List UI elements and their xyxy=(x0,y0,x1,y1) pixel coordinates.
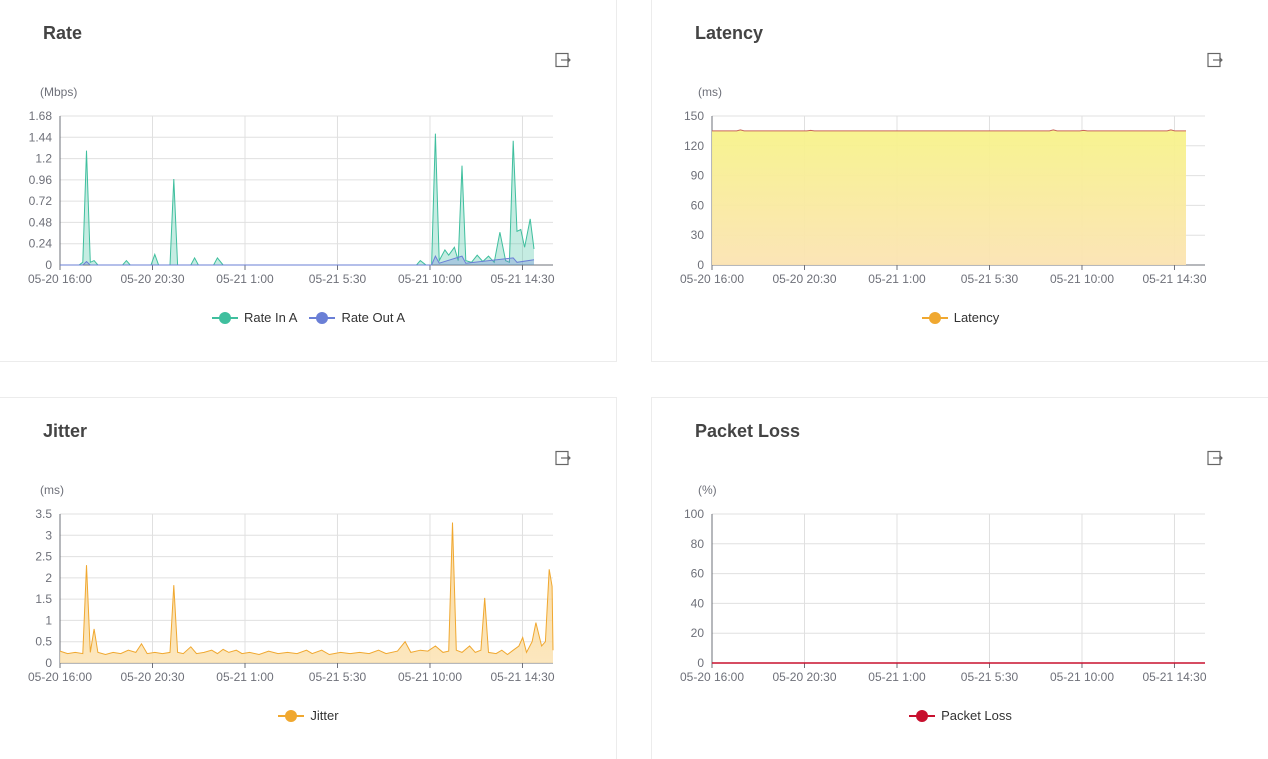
x-tick-label: 05-21 5:30 xyxy=(309,670,367,684)
latency-title: Latency xyxy=(695,23,764,43)
y-tick-label: 100 xyxy=(684,507,704,521)
x-tick-label: 05-20 20:30 xyxy=(772,272,836,286)
y-tick-label: 3.5 xyxy=(35,507,52,521)
y-tick-label: 1.5 xyxy=(35,592,52,606)
latency-area xyxy=(712,129,1186,265)
y-tick-label: 30 xyxy=(691,228,705,242)
rate-legend: Rate In A Rate Out A xyxy=(0,310,617,327)
x-tick-label: 05-21 14:30 xyxy=(1142,272,1206,286)
y-tick-label: 150 xyxy=(684,109,704,123)
x-tick-label: 05-21 1:00 xyxy=(868,272,926,286)
x-tick-label: 05-21 1:00 xyxy=(216,670,274,684)
x-tick-label: 05-21 10:00 xyxy=(1050,272,1114,286)
legend-marker-icon xyxy=(309,311,336,324)
x-tick-label: 05-20 16:00 xyxy=(28,272,92,286)
rate-chart: (Mbps) 0 0.24 0.48 0.72 0.96 1.2 1.44 1.68 05-20 … xyxy=(28,85,555,286)
y-unit-label: (ms) xyxy=(698,85,722,99)
jitter-chart: (ms) 0 0.5 1 1.5 2 2.5 3 3.5 05-20 16:00 05-20 20:… xyxy=(28,483,555,684)
y-tick-label: 60 xyxy=(691,567,705,581)
latency-chart: (ms) 0 30 60 90 120 150 05-20 16:00 05-20 20:30 0… xyxy=(680,85,1207,286)
x-tick-label: 05-21 10:00 xyxy=(1050,670,1114,684)
y-tick-label: 20 xyxy=(691,626,705,640)
x-tick-label: 05-20 20:30 xyxy=(120,670,184,684)
packet-loss-panel: (%) 0 20 40 60 80 100 05-20 16:00 05-20 20:30 05-… xyxy=(651,397,1268,759)
x-tick-label: 05-21 1:00 xyxy=(216,272,274,286)
legend-label: Rate In A xyxy=(243,310,298,325)
x-tick-label: 05-21 14:30 xyxy=(490,272,554,286)
latency-panel: (ms) 0 30 60 90 120 150 05-20 16:00 05-20 20:30 0… xyxy=(651,0,1268,362)
rate-in-a-line[interactable] xyxy=(60,133,535,266)
y-tick-label: 90 xyxy=(691,169,705,183)
y-tick-label: 0 xyxy=(45,656,52,670)
x-tick-label: 05-21 14:30 xyxy=(1142,670,1206,684)
y-tick-label: 1 xyxy=(45,613,52,627)
legend-item-jitter[interactable]: Jitter xyxy=(278,708,339,723)
x-tick-label: 05-20 20:30 xyxy=(772,670,836,684)
export-icon[interactable] xyxy=(555,450,571,466)
rate-panel: (Mbps) 0 0.24 0.48 0.72 0.96 1.2 1.44 1.68 05-20 … xyxy=(0,0,617,362)
y-tick-label: 120 xyxy=(684,139,704,153)
y-tick-label: 0.24 xyxy=(29,237,53,251)
x-tick-label: 05-21 5:30 xyxy=(309,272,367,286)
y-tick-label: 0 xyxy=(45,258,52,272)
y-tick-label: 80 xyxy=(691,537,705,551)
latency-legend: Latency xyxy=(652,310,1268,327)
x-tick-label: 05-21 10:00 xyxy=(398,670,462,684)
rate-out-a-line[interactable] xyxy=(60,254,535,266)
y-tick-label: 60 xyxy=(691,198,705,212)
legend-item-rate-in-a[interactable]: Rate In A xyxy=(211,310,298,325)
y-tick-label: 1.68 xyxy=(29,109,53,123)
y-tick-label: 2 xyxy=(45,571,52,585)
legend-label: Jitter xyxy=(310,708,339,723)
y-tick-label: 1.2 xyxy=(35,152,52,166)
legend-item-latency[interactable]: Latency xyxy=(921,310,1000,325)
y-tick-label: 0 xyxy=(697,258,704,272)
rate-title: Rate xyxy=(43,23,83,43)
export-icon[interactable] xyxy=(555,52,571,68)
export-icon[interactable] xyxy=(1207,52,1223,68)
jitter-title: Jitter xyxy=(43,421,88,441)
x-tick-label: 05-20 16:00 xyxy=(680,670,744,684)
legend-label: Packet Loss xyxy=(941,708,1012,723)
x-tick-label: 05-20 20:30 xyxy=(120,272,184,286)
legend-label: Rate Out A xyxy=(341,310,406,325)
latency-line[interactable] xyxy=(712,129,1186,132)
legend-item-packet-loss[interactable]: Packet Loss xyxy=(909,708,1012,723)
y-unit-label: (%) xyxy=(698,483,717,497)
y-tick-label: 2.5 xyxy=(35,550,52,564)
x-tick-label: 05-21 5:30 xyxy=(961,670,1019,684)
x-tick-label: 05-21 10:00 xyxy=(398,272,462,286)
y-tick-label: 0.48 xyxy=(29,215,53,229)
packet-loss-legend: Packet Loss xyxy=(652,708,1268,725)
legend-marker-icon xyxy=(921,311,948,324)
y-tick-label: 0.5 xyxy=(35,635,52,649)
y-tick-label: 0 xyxy=(697,656,704,670)
y-unit-label: (Mbps) xyxy=(40,85,77,99)
y-tick-label: 0.72 xyxy=(29,194,53,208)
x-tick-label: 05-20 16:00 xyxy=(28,670,92,684)
y-tick-label: 1.44 xyxy=(29,130,53,144)
legend-marker-icon xyxy=(278,709,305,722)
x-tick-label: 05-21 1:00 xyxy=(868,670,926,684)
legend-label: Latency xyxy=(953,310,1000,325)
x-tick-label: 05-21 5:30 xyxy=(961,272,1019,286)
x-tick-label: 05-20 16:00 xyxy=(680,272,744,286)
y-tick-label: 0.96 xyxy=(29,173,53,187)
y-tick-label: 3 xyxy=(45,528,52,542)
jitter-line[interactable] xyxy=(59,522,554,656)
y-tick-label: 40 xyxy=(691,596,705,610)
y-unit-label: (ms) xyxy=(40,483,64,497)
export-icon[interactable] xyxy=(1207,450,1223,466)
packet-loss-title: Packet Loss xyxy=(695,421,801,441)
legend-marker-icon xyxy=(211,311,238,324)
jitter-legend: Jitter xyxy=(0,708,617,725)
x-tick-label: 05-21 14:30 xyxy=(490,670,554,684)
rate-out-a-area xyxy=(60,256,534,265)
packet-loss-chart: (%) 0 20 40 60 80 100 05-20 16:00 05-20 20:30 05-… xyxy=(680,483,1207,684)
legend-marker-icon xyxy=(909,709,936,722)
jitter-panel: (ms) 0 0.5 1 1.5 2 2.5 3 3.5 05-20 16:00 05-20 20:… xyxy=(0,397,617,759)
legend-item-rate-out-a[interactable]: Rate Out A xyxy=(309,310,405,325)
